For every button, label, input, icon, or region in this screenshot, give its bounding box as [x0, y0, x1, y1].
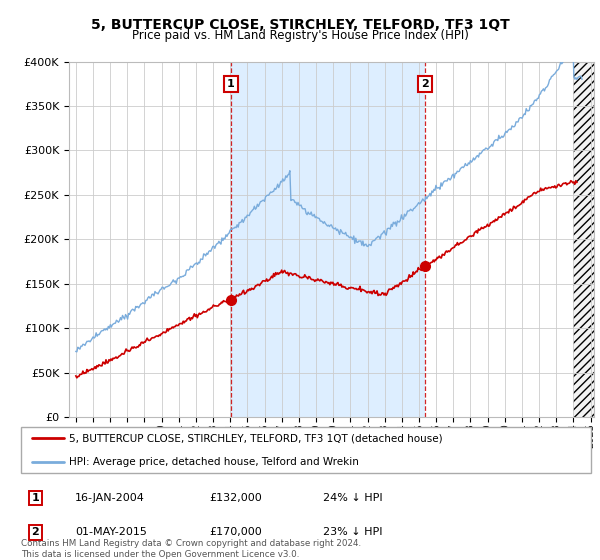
Text: 2: 2 — [421, 79, 428, 89]
Text: Contains HM Land Registry data © Crown copyright and database right 2024.
This d: Contains HM Land Registry data © Crown c… — [21, 539, 361, 559]
FancyBboxPatch shape — [21, 427, 591, 473]
Text: 16-JAN-2004: 16-JAN-2004 — [75, 493, 145, 503]
Text: 01-MAY-2015: 01-MAY-2015 — [75, 528, 147, 538]
Text: £170,000: £170,000 — [209, 528, 262, 538]
Text: 23% ↓ HPI: 23% ↓ HPI — [323, 528, 383, 538]
Text: £132,000: £132,000 — [209, 493, 262, 503]
Text: 5, BUTTERCUP CLOSE, STIRCHLEY, TELFORD, TF3 1QT: 5, BUTTERCUP CLOSE, STIRCHLEY, TELFORD, … — [91, 18, 509, 32]
Text: 24% ↓ HPI: 24% ↓ HPI — [323, 493, 383, 503]
Bar — [231, 62, 425, 417]
Text: 1: 1 — [227, 79, 235, 89]
Text: 5, BUTTERCUP CLOSE, STIRCHLEY, TELFORD, TF3 1QT (detached house): 5, BUTTERCUP CLOSE, STIRCHLEY, TELFORD, … — [70, 433, 443, 444]
Text: 2: 2 — [31, 528, 39, 538]
Bar — [574, 62, 594, 417]
Text: Price paid vs. HM Land Registry's House Price Index (HPI): Price paid vs. HM Land Registry's House … — [131, 29, 469, 42]
Text: 1: 1 — [31, 493, 39, 503]
Text: HPI: Average price, detached house, Telford and Wrekin: HPI: Average price, detached house, Telf… — [70, 457, 359, 467]
